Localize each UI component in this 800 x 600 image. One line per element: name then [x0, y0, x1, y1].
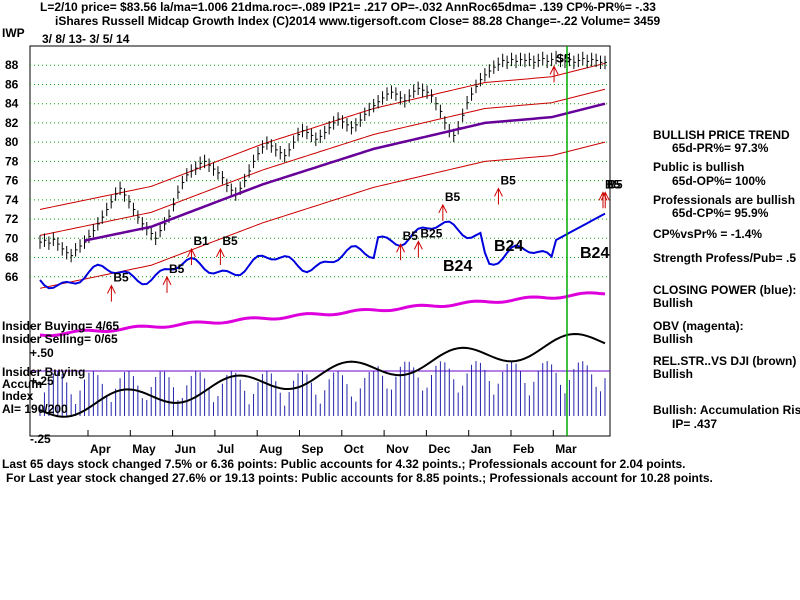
rel-strength-path [39, 332, 606, 418]
public-value: 65d-OP%= 100% [672, 174, 766, 188]
trend-value: 65d-PR%= 97.3% [672, 141, 769, 155]
signal-arrow [549, 65, 559, 83]
signal-label: B25 [420, 226, 442, 240]
signal-arrow [162, 275, 172, 293]
price-tick-label: 76 [5, 174, 19, 188]
month-label: Aug [259, 442, 282, 456]
cpvspr: CP%vsPr% = -1.4% [653, 227, 762, 241]
obv-line [30, 291, 610, 372]
price-tick-label: 80 [5, 135, 19, 149]
signal-label: B1 [193, 234, 209, 248]
month-label: Sep [302, 442, 324, 456]
rel-value: Bullish [653, 367, 693, 381]
signal-arrow [598, 191, 608, 209]
price-tick-label: 74 [5, 193, 19, 207]
ticker-label: IWP [2, 26, 25, 40]
insider-buying: Insider Buying= 4/65 [2, 319, 119, 333]
signal-arrow [438, 203, 448, 221]
public-title: Public is bullish [653, 160, 744, 174]
signal-arrow [494, 187, 503, 205]
accum-tick-25: +.25 [30, 374, 54, 388]
accumulation-index [39, 332, 606, 418]
month-label: Jun [175, 442, 196, 456]
price-grid [30, 64, 610, 278]
obv-value: Bullish [653, 332, 693, 346]
month-label: Jul [217, 442, 234, 456]
price-tick-label: 82 [5, 116, 19, 130]
month-label: Nov [386, 442, 409, 456]
ma-line [84, 102, 606, 242]
ib-label: Insider Buying [2, 365, 85, 379]
upper-band [39, 62, 606, 210]
price-tick-label: 78 [5, 154, 19, 168]
price-tick-label: 84 [5, 97, 19, 111]
price-tick-label: 72 [5, 212, 19, 226]
signal-label: B5 [222, 234, 238, 248]
signal-label: B5 [169, 262, 185, 276]
index-label: Index [2, 389, 34, 403]
accum-title: Bullish: Accumulation Risi [653, 403, 800, 417]
signal-arrow [187, 247, 196, 266]
strength: Strength Profess/Pub= .5 [653, 251, 796, 265]
header-line1: L=2/10 price= $83.56 la/ma=1.006 21dma.r… [40, 0, 656, 14]
price-tick-label: 66 [5, 270, 19, 284]
closing-power-line: B24 B24 B24 [39, 212, 609, 290]
month-label: Jan [471, 442, 492, 456]
insider-selling: Insider Selling= 0/65 [2, 332, 118, 346]
price-tick-label: 70 [5, 231, 19, 245]
signal-label: B5 [403, 229, 419, 243]
price-tick-label: 86 [5, 77, 19, 91]
cp-value: Bullish [653, 296, 693, 310]
month-label: Dec [428, 442, 450, 456]
price-bars [39, 50, 607, 263]
price-tick-label: 88 [5, 58, 19, 72]
pros-title: Professionals are bullish [653, 193, 795, 207]
month-label: Mar [555, 442, 577, 456]
rel-title: REL.STR..VS DJI (brown) [653, 354, 796, 368]
lower-band [39, 141, 606, 289]
price-tick-label: 68 [5, 251, 19, 265]
accum-tick-50: +.50 [30, 346, 54, 360]
signal-label: B5 [113, 271, 129, 285]
closing-power-path [39, 212, 606, 290]
month-label: Oct [344, 442, 364, 456]
plot-frame [29, 45, 611, 437]
footer-line1: Last 65 days stock changed 7.5% or 6.36 … [2, 457, 686, 471]
signal-arrow [413, 240, 423, 258]
month-label: May [132, 442, 156, 456]
cp-title: CLOSING POWER (blue): [653, 283, 796, 297]
cp-label-3: B24 [580, 245, 609, 262]
signal-arrow [396, 243, 406, 261]
month-axis: Apr May Jun Jul Aug Sep Oct Nov Dec Jan Feb Mar [87, 430, 577, 456]
signal-arrow [106, 284, 116, 302]
accum-value: IP= .437 [672, 417, 717, 431]
cp-label-2: B24 [494, 238, 523, 255]
moving-average [84, 102, 606, 242]
signal-arrow [215, 247, 225, 266]
header-line2: iShares Russell Midcap Growth Index (C)2… [55, 14, 661, 28]
month-label: Apr [90, 442, 111, 456]
accum-tick-neg25: -.25 [30, 432, 51, 446]
bollinger-bands [39, 62, 606, 289]
signal-label: S5 [556, 51, 571, 65]
pros-value: 65d-CP%= 95.9% [672, 206, 769, 220]
signal-label: B5 [445, 190, 461, 204]
trend-title: BULLISH PRICE TREND [653, 128, 790, 142]
obv-path [39, 291, 606, 338]
month-label: Feb [513, 442, 534, 456]
accum-label: Accum [2, 377, 42, 391]
price-axis: 88 86 84 82 80 78 76 74 72 70 68 66 [5, 58, 19, 284]
cp-label-1: B24 [443, 258, 472, 275]
obv-title: OBV (magenta): [653, 319, 744, 333]
footer-line2: For Last year stock changed 27.6% or 19.… [6, 471, 713, 485]
ai-label: AI= 190/200 [2, 402, 68, 416]
signal-label: B5 [607, 177, 623, 191]
signal-label: B5 [605, 177, 621, 191]
date-range: 3/ 8/ 13- 3/ 5/ 14 [42, 32, 130, 46]
signal-label: B5 [500, 173, 516, 187]
middle-band [39, 88, 606, 236]
